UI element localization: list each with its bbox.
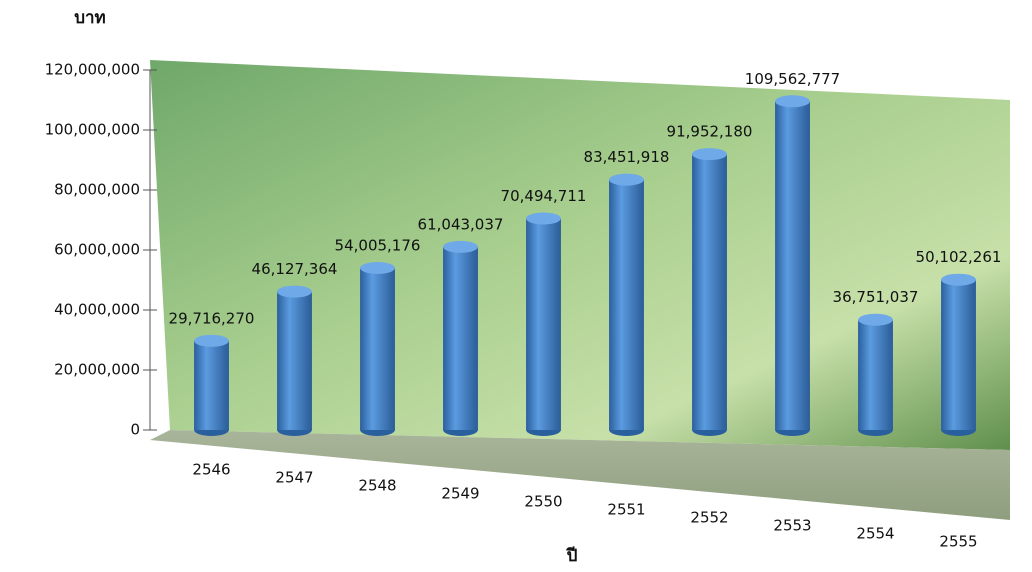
bar-top xyxy=(941,273,976,286)
bar xyxy=(443,246,478,430)
data-label: 36,751,037 xyxy=(833,288,919,306)
x-axis-title: ปี xyxy=(566,545,578,566)
bar xyxy=(858,319,893,430)
data-label: 83,451,918 xyxy=(584,148,670,166)
y-tick-label: 20,000,000 xyxy=(54,361,140,379)
y-tick-label: 80,000,000 xyxy=(54,181,140,199)
y-tick-label: 100,000,000 xyxy=(45,121,140,139)
floor xyxy=(150,430,1010,520)
y-tick-label: 120,000,000 xyxy=(45,61,140,79)
bar-top xyxy=(609,173,644,186)
y-tick-label: 40,000,000 xyxy=(54,301,140,319)
bar xyxy=(277,291,312,430)
x-tick-label: 2552 xyxy=(690,509,728,527)
data-label: 91,952,180 xyxy=(667,123,753,141)
bar-top xyxy=(194,334,229,347)
bar-top xyxy=(526,212,561,225)
data-label: 70,494,711 xyxy=(501,187,587,205)
x-tick-label: 2548 xyxy=(358,477,396,495)
bar-top xyxy=(858,313,893,326)
bar-top xyxy=(277,285,312,298)
bar xyxy=(360,267,395,430)
bar xyxy=(609,179,644,430)
x-tick-label: 2546 xyxy=(192,461,230,479)
data-label: 29,716,270 xyxy=(169,309,255,327)
bar xyxy=(194,340,229,430)
bar xyxy=(941,279,976,430)
x-tick-label: 2547 xyxy=(275,469,313,487)
bar-top xyxy=(360,261,395,274)
bar-top xyxy=(443,240,478,253)
data-label: 54,005,176 xyxy=(335,236,421,254)
data-label: 46,127,364 xyxy=(252,260,338,278)
bar-top xyxy=(775,95,810,108)
y-tick-label: 60,000,000 xyxy=(54,241,140,259)
bar xyxy=(692,154,727,430)
data-label: 50,102,261 xyxy=(916,248,1002,266)
x-tick-label: 2549 xyxy=(441,485,479,503)
x-tick-label: 2554 xyxy=(856,525,894,543)
bar xyxy=(775,101,810,430)
bar-top xyxy=(692,148,727,161)
y-axis-title: บาท xyxy=(74,8,106,28)
x-tick-label: 2550 xyxy=(524,493,562,511)
x-tick-label: 2553 xyxy=(773,517,811,535)
data-label: 109,562,777 xyxy=(745,70,840,88)
x-tick-label: 2555 xyxy=(939,533,977,551)
y-tick-label: 0 xyxy=(130,421,140,439)
x-tick-label: 2551 xyxy=(607,501,645,519)
data-label: 61,043,037 xyxy=(418,215,504,233)
bar xyxy=(526,218,561,430)
